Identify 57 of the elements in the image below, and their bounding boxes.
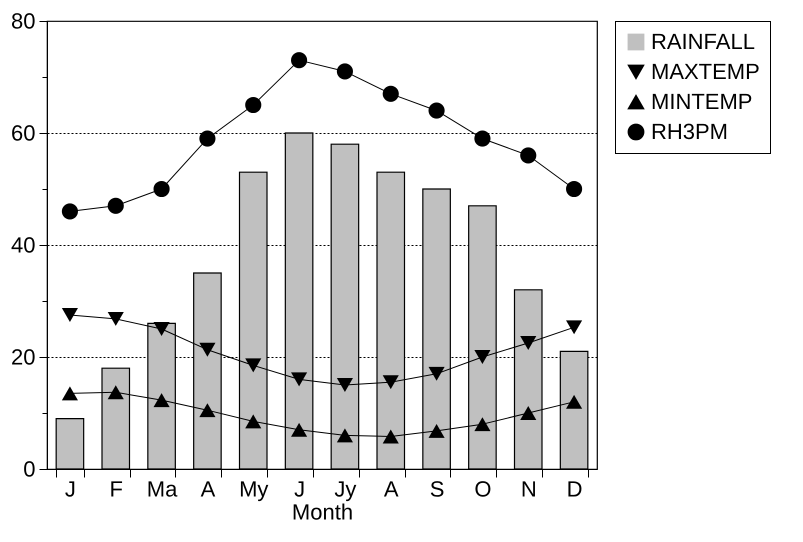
point — [474, 130, 490, 147]
point — [428, 366, 445, 381]
legend-label: MINTEMP — [651, 89, 752, 114]
point — [108, 198, 124, 214]
y-tick-label: 80 — [11, 8, 36, 34]
point — [382, 430, 399, 444]
point — [428, 424, 445, 438]
y-tick-label: 20 — [11, 344, 36, 370]
x-tick-label: A — [384, 476, 399, 502]
point — [566, 180, 582, 198]
x-tick-label: S — [430, 476, 444, 502]
y-tick-label: 60 — [11, 120, 36, 146]
point — [199, 130, 216, 147]
x-tick-label: N — [520, 476, 537, 502]
point — [520, 336, 536, 350]
point — [199, 342, 216, 357]
point — [154, 180, 170, 198]
point — [336, 63, 353, 80]
point — [474, 350, 490, 364]
x-tick-label: J — [64, 476, 76, 502]
point — [245, 414, 262, 428]
x-tick-label: O — [474, 476, 492, 502]
point — [520, 406, 536, 420]
x-tick-label: J — [294, 476, 306, 502]
legend-label: MAXTEMP — [651, 59, 760, 84]
x-tick-label: My — [239, 476, 268, 502]
point — [62, 308, 78, 322]
point — [566, 320, 582, 334]
point — [108, 385, 124, 400]
point — [428, 102, 445, 119]
x-tick-label: F — [110, 476, 123, 502]
x-tick-label: Jy — [334, 476, 356, 502]
point — [62, 386, 78, 400]
x-tick-label: A — [200, 476, 216, 502]
point — [154, 322, 170, 336]
x-tick-label: D — [566, 476, 583, 502]
point — [245, 96, 262, 114]
point — [382, 375, 399, 390]
point — [336, 378, 353, 392]
point — [245, 358, 262, 372]
y-tick-label: 0 — [23, 456, 36, 482]
point — [520, 147, 536, 164]
point — [291, 422, 308, 437]
y-tick-label: 40 — [11, 232, 36, 258]
point — [199, 403, 216, 418]
point — [336, 428, 353, 442]
point — [382, 86, 399, 102]
point — [62, 203, 78, 220]
point — [474, 417, 490, 432]
point — [566, 394, 582, 409]
x-tick-label: Ma — [146, 476, 178, 502]
point — [291, 52, 308, 68]
point — [108, 312, 124, 326]
point — [291, 372, 308, 386]
point — [154, 393, 170, 408]
legend-label: RH3PM — [651, 119, 728, 144]
legend-label: RAINFALL — [651, 29, 755, 54]
